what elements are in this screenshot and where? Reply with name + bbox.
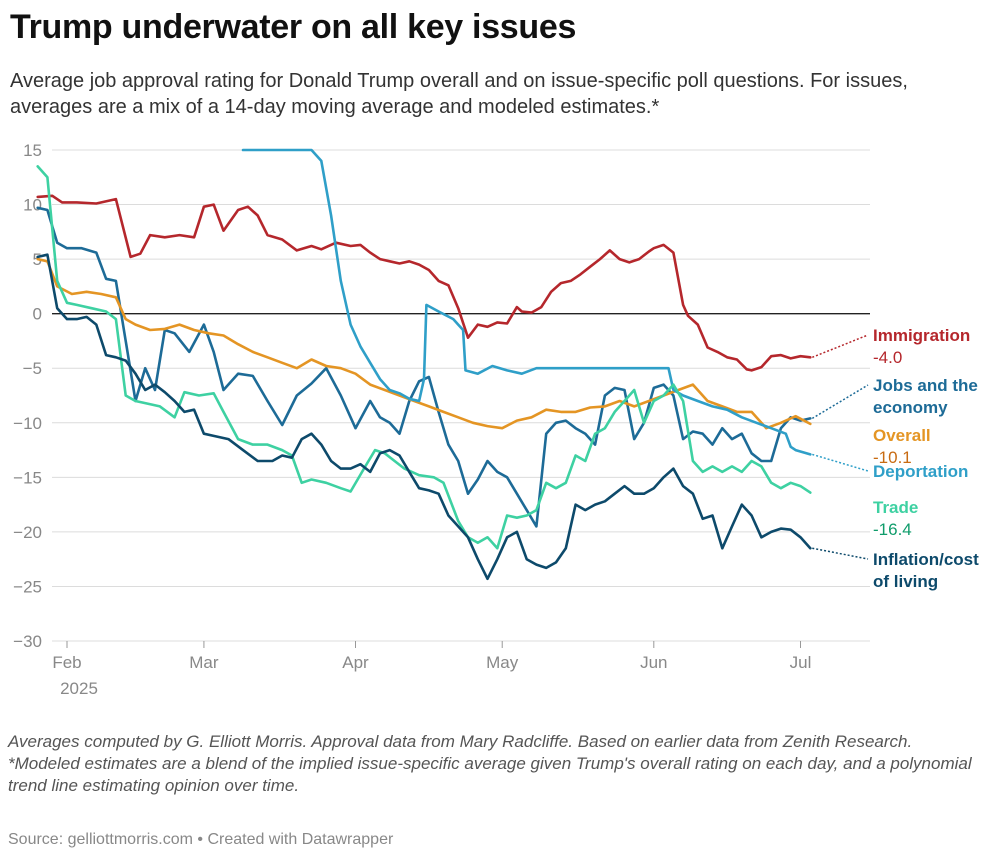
x-tick-label: Mar [189,653,219,672]
series-labels: Immigration -4.0 Jobs and the economy Overal… [811,326,979,591]
y-tick-label: −15 [13,468,42,487]
chart-title: Trump underwater on all key issues [10,8,577,46]
series-line-inflation-cost-of-living [36,253,812,581]
series-value-trade: -16.4 [873,520,912,539]
series-label-inflation-cost-of-living: of living [873,572,938,591]
series-value-immigration: -4.0 [873,348,902,367]
x-tick-label: Jul [790,653,812,672]
y-tick-label: 10 [23,196,42,215]
series-label-trade: Trade [873,498,918,517]
series-value-overall: -10.1 [873,448,912,467]
y-tick-label: 0 [33,305,42,324]
series-label-inflation-cost-of-living: Inflation/cost [873,550,979,569]
series-lines [36,148,812,581]
x-tick-label: Apr [342,653,369,672]
series-label-deportation: Deportation [873,462,968,481]
x-tick-label: Feb [52,653,81,672]
gridlines [52,149,870,642]
y-tick-label: −20 [13,523,42,542]
series-line-trade [36,165,812,550]
series-line-immigration [36,194,812,372]
series-label-overall: Overall [873,426,931,445]
series-label-immigration: Immigration [873,326,970,345]
leader-line-deportation [812,453,869,472]
series-label-jobs-and-the-economy: Jobs and the [873,376,978,395]
leader-line-immigration [812,334,869,359]
leader-line-inflation-cost-of-living [812,547,869,560]
chart-subtitle: Average job approval rating for Donald T… [10,70,908,118]
x-tick-sublabel: 2025 [60,679,98,698]
y-tick-label: −25 [13,577,42,596]
series-label-jobs-and-the-economy: economy [873,398,948,417]
y-tick-label: 15 [23,141,42,160]
y-tick-label: −10 [13,414,42,433]
note-methodology: *Modeled estimates are a blend of the im… [8,754,972,795]
chart-notes: Averages computed by G. Elliott Morris. … [8,731,993,797]
x-tick-label: Jun [640,653,667,672]
leader-line-jobs-and-the-economy [811,384,869,420]
y-tick-label: −5 [23,359,42,378]
series-line-deportation [241,148,812,456]
x-tick-label: May [486,653,519,672]
y-tick-label: −30 [13,632,42,651]
note-attribution: Averages computed by G. Elliott Morris. … [8,732,913,751]
x-axis: Feb 2025 Mar Apr May Jun Jul [52,641,811,698]
chart-source: Source: gelliottmorris.com • Created wit… [8,831,394,848]
